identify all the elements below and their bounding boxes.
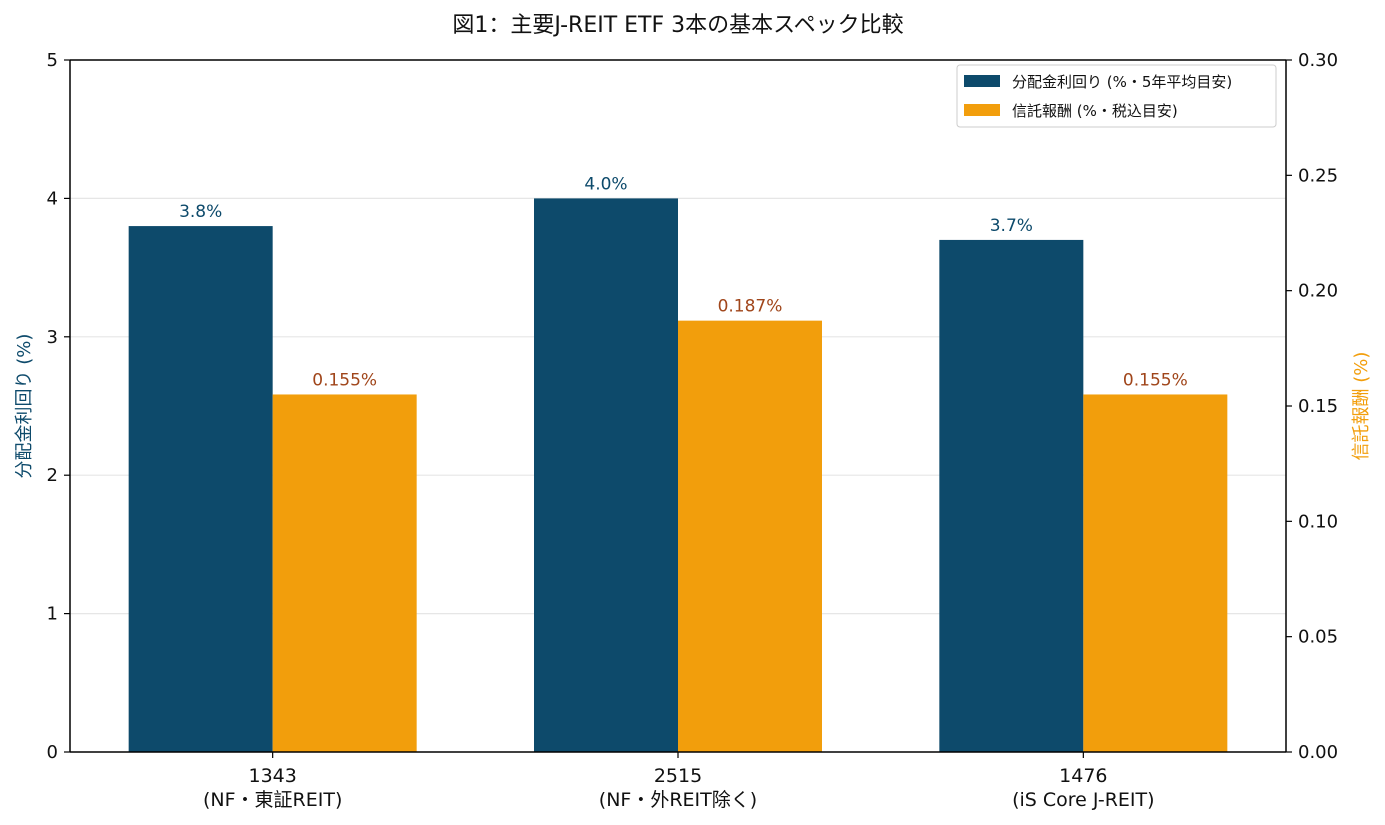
bar-yield <box>534 198 678 752</box>
legend-frame <box>956 64 1277 128</box>
legend-entry-yield: 分配金利回り (%・5年平均目安) <box>1012 73 1232 91</box>
bar-yield <box>128 226 273 752</box>
y-axis-left-label: 分配金利回り (%) <box>14 334 35 479</box>
legend-swatch-yield <box>964 75 1000 87</box>
y-right-tick-label: 0.15 <box>1298 396 1338 417</box>
x-tick-label-code: 1476 <box>1059 765 1107 787</box>
bar-fee <box>1083 394 1228 752</box>
data-label: 0.187% <box>718 297 783 317</box>
bar-fee <box>678 320 822 752</box>
y-right-tick-label: 0.25 <box>1298 165 1338 186</box>
data-label: 3.7% <box>990 216 1033 236</box>
y-left-tick-label: 5 <box>47 50 58 71</box>
axes: 0123450.000.050.100.150.200.250.301343(N… <box>47 50 1339 811</box>
y-right-tick-label: 0.00 <box>1298 742 1338 763</box>
legend-entry-fee: 信託報酬 (%・税込目安) <box>1012 102 1178 120</box>
chart-title: 図1：主要J-REIT ETF 3本の基本スペック比較 <box>452 13 903 38</box>
bar-fee <box>272 394 417 752</box>
y-axis-right-label: 信託報酬 (%) <box>1351 352 1372 461</box>
y-left-tick-label: 2 <box>47 465 58 486</box>
data-label: 4.0% <box>584 174 627 194</box>
y-right-tick-label: 0.30 <box>1298 50 1338 71</box>
legend: 分配金利回り (%・5年平均目安) 信託報酬 (%・税込目安) <box>956 64 1277 128</box>
x-tick-label-code: 1343 <box>248 765 296 787</box>
y-left-tick-label: 1 <box>47 604 58 625</box>
data-label: 0.155% <box>1123 370 1188 390</box>
y-right-tick-label: 0.10 <box>1298 511 1338 532</box>
legend-swatch-fee <box>964 104 1000 116</box>
bars <box>128 198 1228 753</box>
y-left-tick-label: 4 <box>47 188 58 209</box>
x-tick-label-name: (iS Core J-REIT) <box>1012 789 1154 811</box>
x-tick-label-code: 2515 <box>654 765 702 787</box>
y-right-tick-label: 0.20 <box>1298 281 1338 302</box>
x-tick-label-name: (NF・外REIT除く) <box>599 789 757 811</box>
data-label: 3.8% <box>179 202 222 222</box>
data-label: 0.155% <box>312 370 377 390</box>
y-left-tick-label: 0 <box>47 742 58 763</box>
bar-yield <box>939 239 1084 753</box>
y-left-tick-label: 3 <box>47 327 58 348</box>
data-labels: 3.8% 4.0% 3.7% 0.155% 0.187% 0.155% <box>179 174 1188 390</box>
x-tick-label-name: (NF・東証REIT) <box>203 789 342 811</box>
y-right-tick-label: 0.05 <box>1298 627 1338 648</box>
